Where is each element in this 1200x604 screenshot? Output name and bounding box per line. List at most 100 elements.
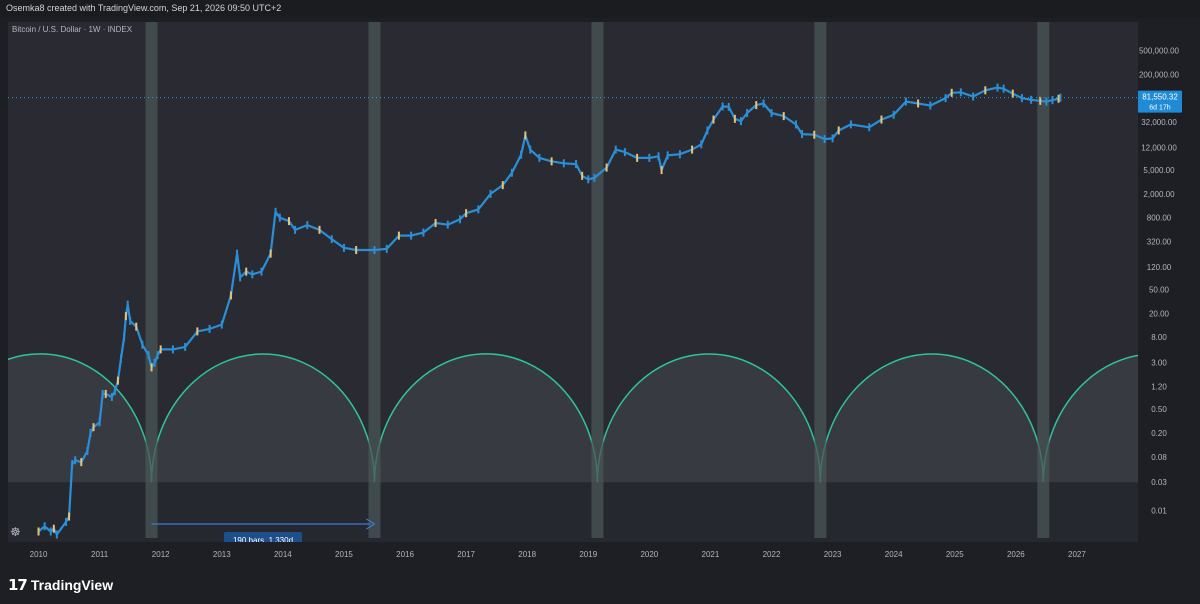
candle (691, 145, 694, 154)
candle (171, 345, 174, 354)
x-tick-label: 2019 (579, 550, 597, 559)
candle (126, 300, 129, 309)
cycle-arc (373, 353, 599, 483)
candle (739, 117, 742, 126)
candle (520, 150, 523, 159)
candle (135, 322, 138, 331)
candle (459, 215, 461, 224)
candle (37, 527, 40, 536)
candle (55, 530, 58, 539)
price-chart[interactable]: 190 bars, 1,330dVol 52.86MBitcoin / U.S.… (0, 18, 1200, 568)
candle (260, 267, 263, 276)
candle (831, 134, 834, 143)
candle (794, 120, 797, 129)
y-tick-label: 0.01 (1151, 507, 1167, 516)
y-tick-label: 120.00 (1147, 263, 1172, 272)
candle (98, 418, 101, 427)
x-tick-label: 2024 (885, 550, 903, 559)
candle (410, 231, 413, 240)
candle (68, 512, 71, 521)
candle (465, 209, 468, 218)
candle (274, 207, 277, 216)
candle (929, 101, 932, 110)
candle (1039, 96, 1042, 105)
candle (318, 225, 321, 234)
y-tick-label: 3.00 (1151, 359, 1167, 368)
candle (837, 126, 840, 135)
candle (446, 220, 449, 229)
candle (510, 168, 513, 177)
measure-arrowhead (366, 518, 376, 530)
candle (755, 101, 758, 110)
candle (477, 205, 480, 214)
candle (648, 153, 651, 162)
cycle-arc-fill (1043, 355, 1138, 483)
candle (342, 243, 345, 252)
candle (123, 333, 126, 342)
candle (996, 83, 999, 92)
y-tick-label: 50.00 (1149, 286, 1170, 295)
x-tick-label: 2018 (518, 550, 536, 559)
cycle-arc-fill (820, 354, 1044, 483)
x-tick-label: 2025 (946, 550, 964, 559)
y-tick-label: 8.00 (1151, 333, 1167, 342)
candle (575, 160, 578, 169)
candle (89, 428, 92, 437)
x-tick-label: 2015 (335, 550, 353, 559)
y-tick-label: 0.03 (1151, 478, 1167, 487)
y-tick-label: 1.20 (1151, 382, 1167, 391)
x-tick-label: 2023 (824, 550, 842, 559)
candle (880, 115, 883, 124)
candle (562, 159, 565, 168)
cycle-low-band (591, 22, 604, 538)
candle (593, 173, 596, 182)
cycle-arc-fill (597, 354, 821, 483)
candle (355, 246, 358, 255)
candle (678, 150, 681, 159)
candle (501, 181, 504, 190)
candle (385, 244, 388, 253)
candle (1045, 97, 1048, 106)
candle (1020, 94, 1023, 103)
candle (868, 123, 871, 132)
candle (294, 225, 297, 234)
candle (762, 99, 765, 108)
candle (422, 228, 425, 237)
candle (1057, 94, 1060, 103)
measure-label-bars: 190 bars, 1,330d (233, 536, 293, 545)
cycle-arc (8, 353, 153, 483)
candle (251, 270, 254, 279)
chart-title: Bitcoin / U.S. Dollar · 1W · INDEX (12, 25, 133, 34)
cycle-arc-fill (8, 354, 152, 483)
last-price-countdown: 6d 17h (1149, 105, 1171, 112)
y-tick-label: 0.20 (1151, 429, 1167, 438)
candle (746, 109, 749, 118)
y-tick-label: 0.50 (1151, 405, 1167, 414)
y-tick-label: 5,000.00 (1143, 166, 1175, 175)
candle (727, 102, 730, 111)
candle (159, 345, 162, 354)
chart-area[interactable]: 190 bars, 1,330dVol 52.86MBitcoin / U.S.… (0, 18, 1200, 568)
candle (782, 112, 785, 121)
candle (660, 166, 663, 175)
x-axis-bg (0, 542, 1138, 568)
candle (306, 221, 309, 230)
candle (1051, 96, 1054, 105)
last-price-badge (1138, 90, 1182, 113)
y-tick-label: 800.00 (1147, 214, 1172, 223)
y-tick-label: 500,000.00 (1139, 47, 1180, 56)
candle (984, 86, 987, 95)
x-tick-label: 2016 (396, 550, 414, 559)
candle (614, 145, 617, 154)
y-tick-label: 20.00 (1149, 309, 1170, 318)
candle (236, 249, 239, 258)
x-tick-label: 2012 (152, 550, 170, 559)
drawing-tool-icon: ☸ (10, 525, 21, 539)
x-tick-label: 2014 (274, 550, 292, 559)
candle (71, 460, 74, 469)
candle (434, 219, 437, 228)
candle (278, 213, 281, 222)
y-tick-label: 320.00 (1147, 237, 1172, 246)
cycle-arc (596, 353, 822, 483)
tradingview-logo[interactable]: 17 TradingView (8, 576, 113, 594)
